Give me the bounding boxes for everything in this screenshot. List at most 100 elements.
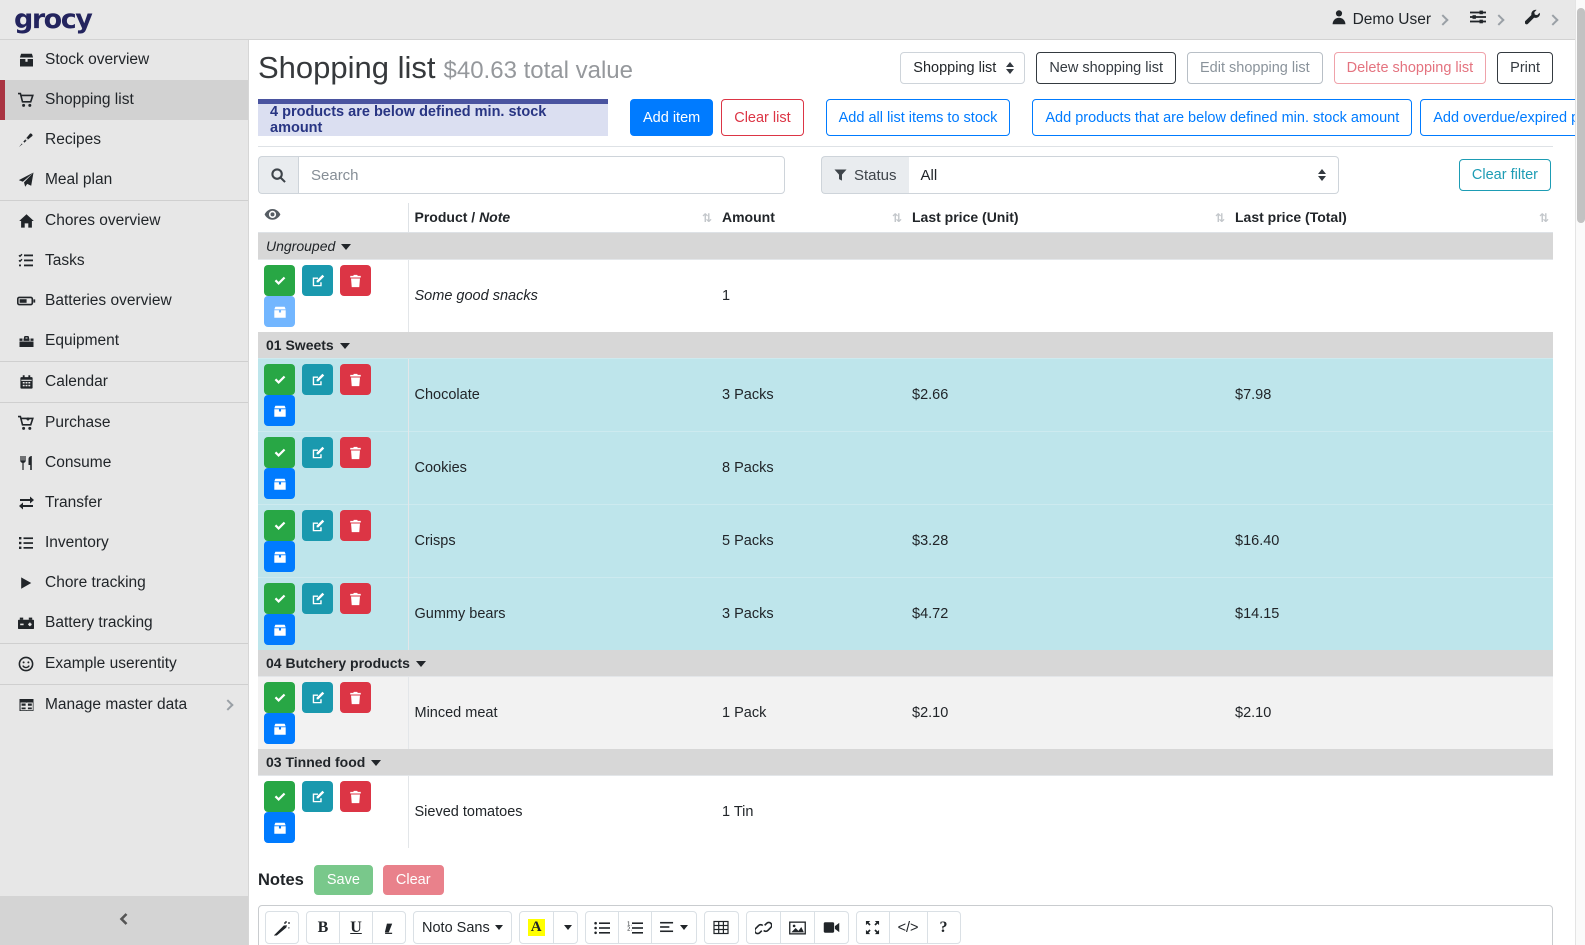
delete-button[interactable] (340, 265, 372, 296)
delete-shopping-list-button[interactable]: Delete shopping list (1333, 52, 1487, 84)
product-column-header[interactable]: Product / Note ⇅ (408, 203, 716, 233)
text-color-dropdown[interactable] (552, 911, 578, 944)
sidebar-item-label: Transfer (45, 494, 103, 511)
sidebar-item-stock-overview[interactable]: Stock overview (0, 40, 248, 80)
underline-button[interactable]: U (339, 911, 373, 944)
sidebar-collapse-button[interactable] (0, 896, 248, 945)
sidebar-item-shopping-list[interactable]: Shopping list (0, 80, 248, 120)
delete-button[interactable] (340, 510, 372, 541)
delete-button[interactable] (340, 364, 372, 395)
group-header-sweets[interactable]: 01 Sweets (258, 332, 1553, 359)
code-view-button[interactable]: </> (888, 911, 928, 944)
add-to-stock-button[interactable] (264, 713, 295, 744)
clear-formatting-button[interactable] (372, 911, 406, 944)
help-button[interactable]: ? (926, 911, 961, 944)
add-to-stock-button[interactable] (264, 541, 295, 572)
sidebar-item-manage-master-data[interactable]: Manage master data (0, 685, 248, 725)
add-overdue-button[interactable]: Add overdue/expired products (1420, 99, 1575, 136)
sidebar-item-equipment[interactable]: Equipment (0, 321, 248, 361)
price-total-column-header[interactable]: Last price (Total) ⇅ (1229, 203, 1553, 233)
page-scrollbar[interactable] (1575, 0, 1585, 945)
add-to-stock-button[interactable] (264, 296, 295, 327)
font-family-select[interactable]: Noto Sans (413, 911, 512, 944)
add-all-to-stock-button[interactable]: Add all list items to stock (825, 99, 1011, 136)
edit-button[interactable] (302, 781, 334, 812)
group-header-ungrouped[interactable]: Ungrouped (258, 232, 1553, 260)
done-button[interactable] (264, 437, 295, 468)
sidebar-item-meal-plan[interactable]: Meal plan (0, 160, 248, 200)
add-to-stock-button[interactable] (264, 812, 295, 843)
notes-save-button[interactable]: Save (313, 865, 373, 895)
scrollbar-thumb[interactable] (1577, 8, 1585, 223)
sidebar-item-consume[interactable]: Consume (0, 443, 248, 483)
edit-button[interactable] (302, 437, 334, 468)
sidebar-item-inventory[interactable]: Inventory (0, 523, 248, 563)
edit-button[interactable] (302, 510, 334, 541)
edit-button[interactable] (302, 364, 334, 395)
sidebar-item-label: Recipes (45, 131, 101, 148)
sidebar-item-recipes[interactable]: Recipes (0, 120, 248, 160)
sidebar-item-example-userentity[interactable]: Example userentity (0, 644, 248, 684)
magic-style-button[interactable] (265, 911, 299, 944)
clear-filter-button[interactable]: Clear filter (1458, 159, 1551, 191)
bold-button[interactable]: B (306, 911, 340, 944)
delete-button[interactable] (340, 781, 372, 812)
insert-link-button[interactable] (745, 911, 781, 944)
add-item-button[interactable]: Add item (630, 99, 714, 136)
price-unit-column-header[interactable]: Last price (Unit) ⇅ (906, 203, 1229, 233)
status-select[interactable]: All (908, 156, 1339, 194)
text-color-button[interactable]: A (518, 911, 554, 944)
edit-button[interactable] (302, 265, 334, 296)
add-below-min-stock-button[interactable]: Add products that are below defined min.… (1032, 99, 1413, 136)
sidebar-item-chore-tracking[interactable]: Chore tracking (0, 563, 248, 603)
paragraph-align-button[interactable] (650, 911, 697, 944)
clear-list-button[interactable]: Clear list (721, 99, 804, 136)
done-button[interactable] (264, 364, 295, 395)
user-menu[interactable]: Demo User (1331, 9, 1449, 30)
sidebar-item-tasks[interactable]: Tasks (0, 241, 248, 281)
insert-picture-button[interactable] (779, 911, 815, 944)
price-unit-cell: $2.10 (906, 676, 1229, 749)
sidebar-item-battery-tracking[interactable]: Battery tracking (0, 603, 248, 643)
fullscreen-button[interactable] (855, 911, 890, 944)
sidebar-divider (0, 200, 248, 201)
group-header-butchery[interactable]: 04 Butchery products (258, 650, 1553, 677)
notes-clear-button[interactable]: Clear (382, 865, 444, 895)
sidebar-item-calendar[interactable]: Calendar (0, 362, 248, 402)
delete-button[interactable] (340, 437, 372, 468)
done-button[interactable] (264, 781, 295, 812)
sidebar-item-batteries-overview[interactable]: Batteries overview (0, 281, 248, 321)
add-to-stock-button[interactable] (264, 468, 295, 499)
boxes-icon (15, 52, 37, 68)
admin-menu[interactable] (1524, 9, 1559, 30)
print-button[interactable]: Print (1497, 52, 1553, 84)
sidebar-item-purchase[interactable]: Purchase (0, 403, 248, 443)
edit-button[interactable] (302, 682, 334, 713)
add-to-stock-button[interactable] (264, 614, 295, 645)
done-button[interactable] (264, 265, 295, 296)
group-header-tinned-food[interactable]: 03 Tinned food (258, 749, 1553, 776)
sort-icon: ⇅ (1214, 211, 1225, 225)
new-shopping-list-button[interactable]: New shopping list (1036, 52, 1176, 84)
edit-button[interactable] (302, 583, 334, 614)
amount-column-header[interactable]: Amount ⇅ (716, 203, 906, 233)
edit-shopping-list-button[interactable]: Edit shopping list (1186, 52, 1323, 84)
add-to-stock-button[interactable] (264, 395, 295, 426)
insert-video-button[interactable] (813, 911, 849, 944)
insert-table-button[interactable] (703, 911, 739, 944)
search-input[interactable] (298, 156, 785, 194)
shopping-list-select[interactable]: Shopping list (900, 52, 1026, 84)
done-button[interactable] (264, 510, 295, 541)
main-content: Shopping list $40.63 total value Shoppin… (250, 40, 1575, 945)
settings-menu[interactable] (1469, 9, 1505, 30)
done-button[interactable] (264, 583, 295, 614)
ordered-list-button[interactable]: 1. 2. (617, 911, 652, 944)
delete-button[interactable] (340, 583, 372, 614)
unordered-list-button[interactable] (584, 911, 619, 944)
done-button[interactable] (264, 682, 295, 713)
sidebar-item-chores-overview[interactable]: Chores overview (0, 201, 248, 241)
sidebar-item-transfer[interactable]: Transfer (0, 483, 248, 523)
product-cell: Chocolate (407, 358, 716, 432)
app-logo[interactable]: grocy (14, 4, 93, 35)
delete-button[interactable] (340, 682, 372, 713)
